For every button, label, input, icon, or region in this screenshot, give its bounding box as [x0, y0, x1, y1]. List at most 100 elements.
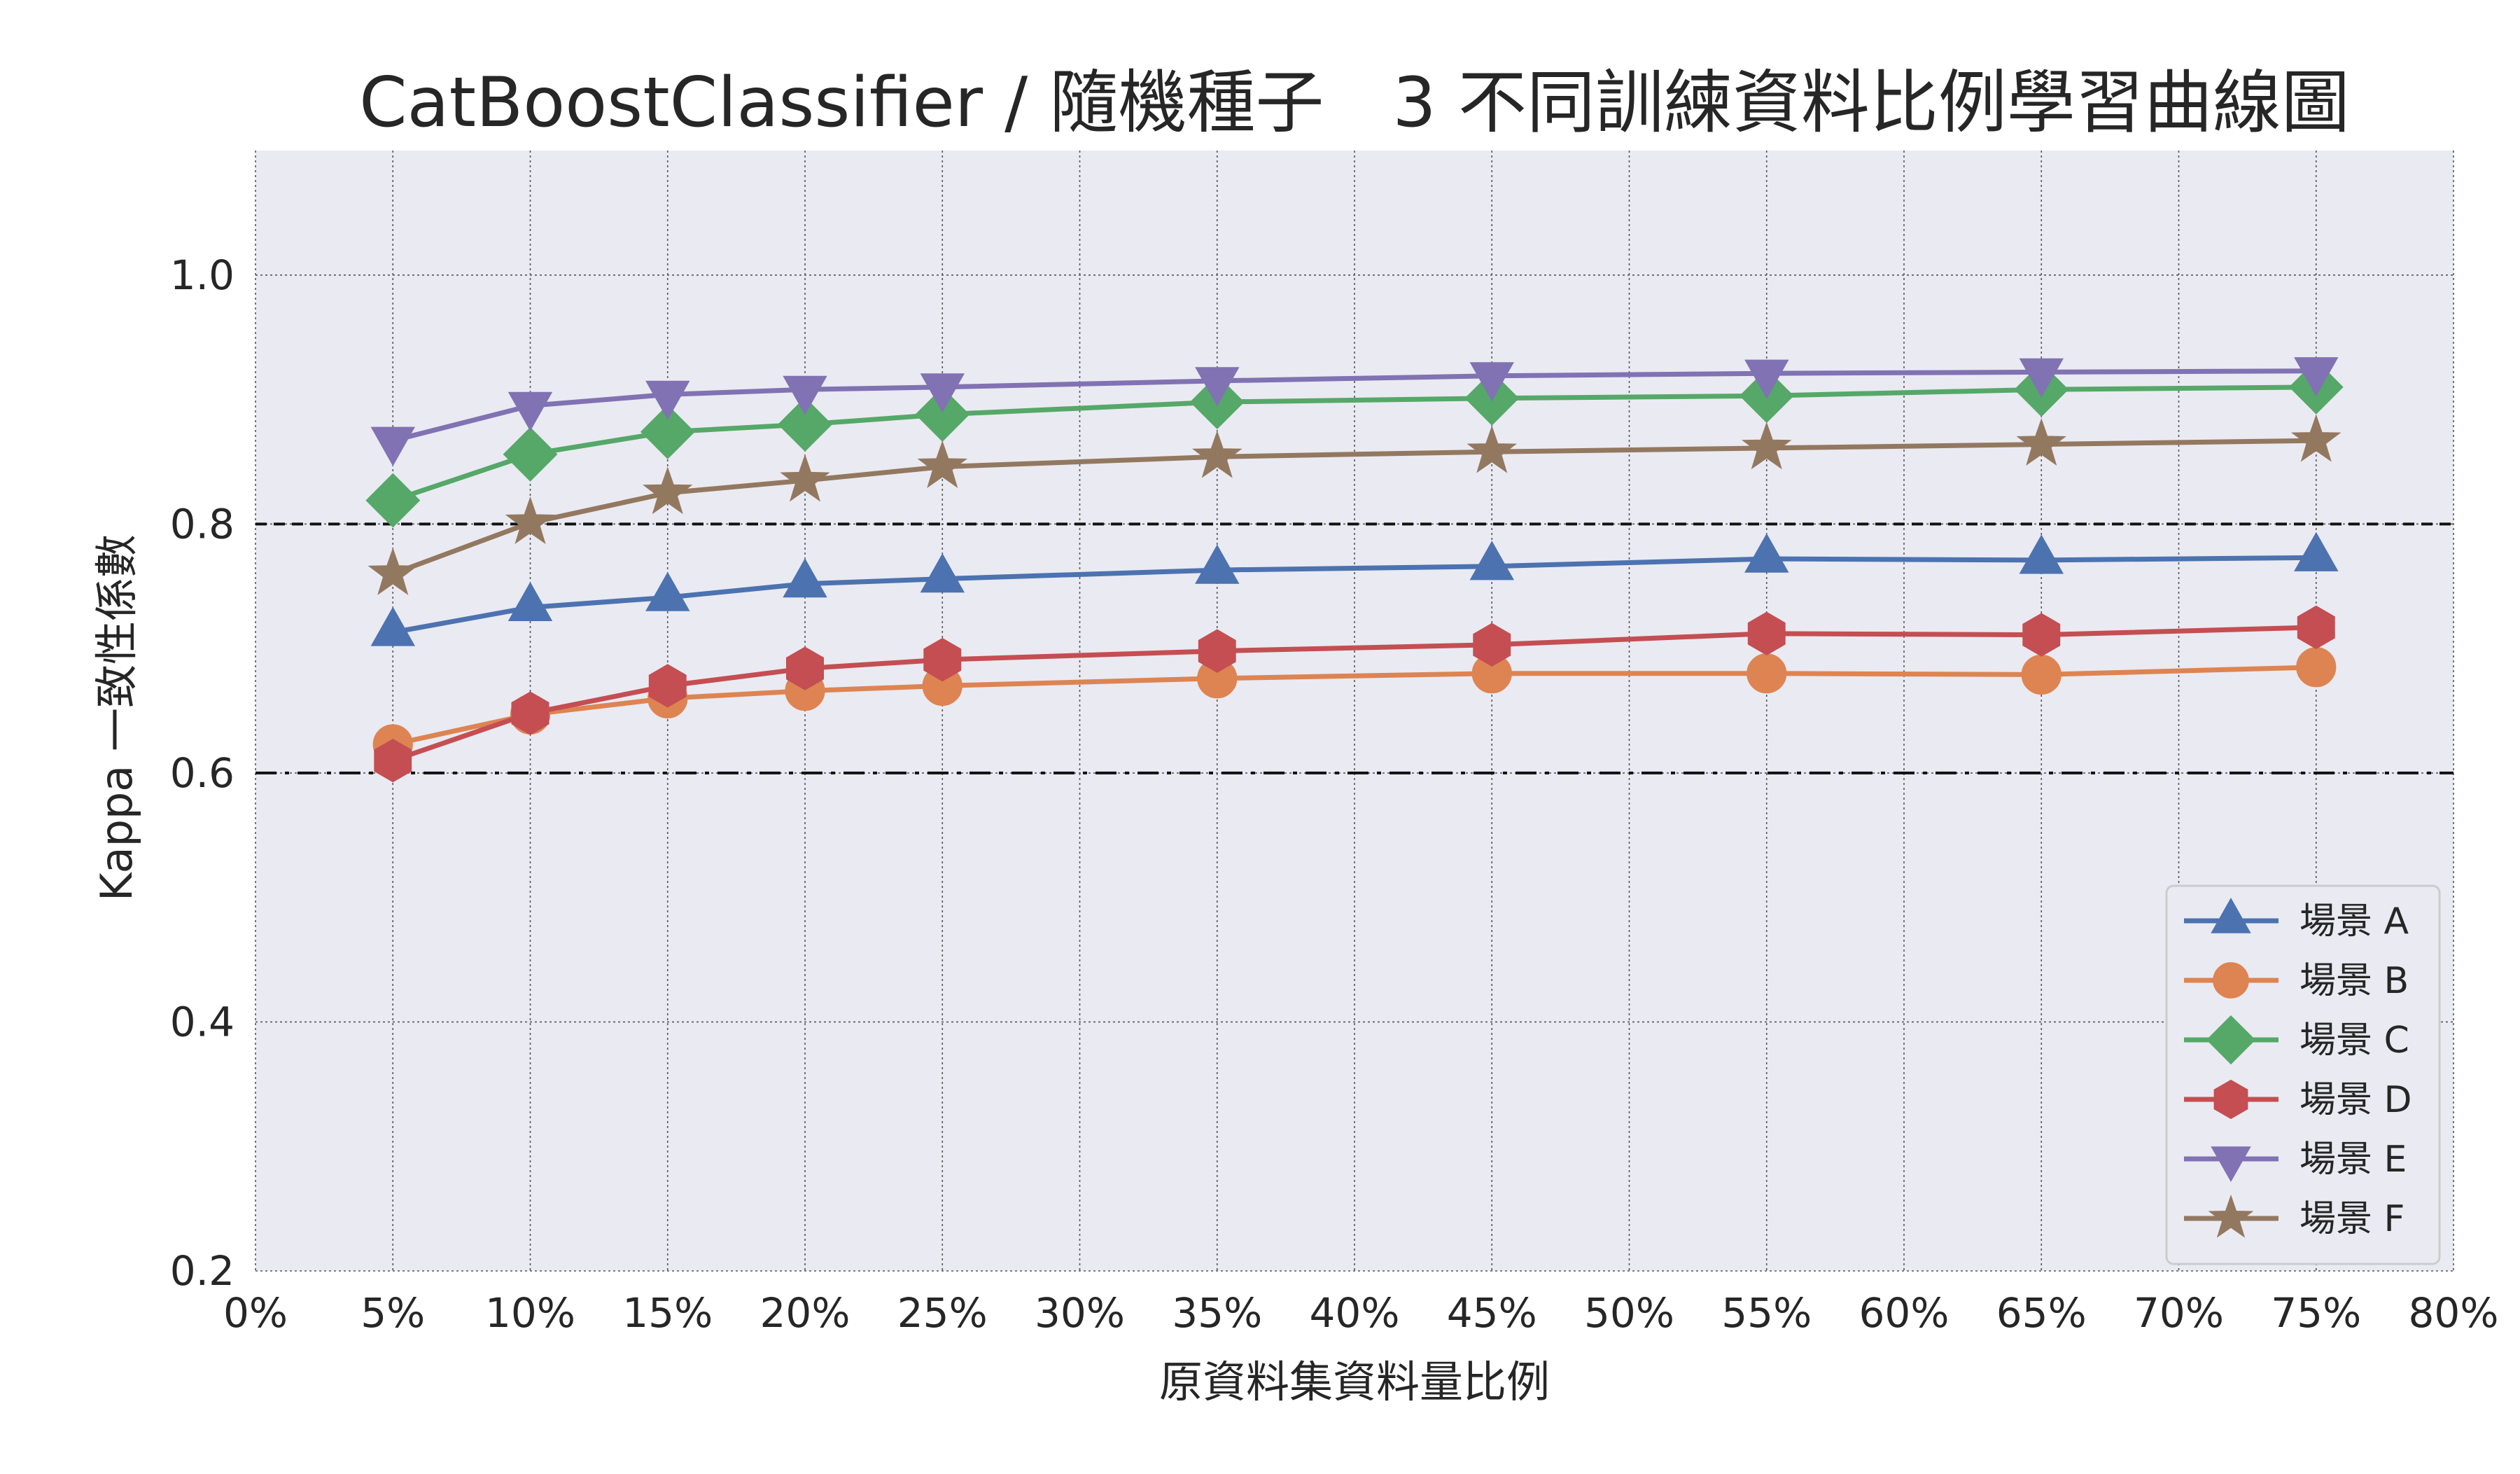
legend-label: 場景 D — [2300, 1079, 2412, 1121]
x-tick-label: 20% — [760, 1289, 850, 1337]
data-point — [2022, 613, 2061, 657]
legend-marker — [2206, 1015, 2256, 1065]
legend-marker — [2213, 1079, 2248, 1120]
data-point — [2021, 654, 2062, 695]
x-tick-label: 50% — [1584, 1289, 1674, 1337]
series-4 — [370, 357, 2339, 466]
x-tick-label: 15% — [622, 1289, 713, 1337]
data-point — [778, 397, 832, 452]
data-point — [505, 496, 556, 544]
series-layer — [365, 357, 2344, 783]
x-tick-label: 70% — [2134, 1289, 2224, 1337]
data-point — [920, 373, 965, 413]
data-point — [374, 738, 412, 783]
data-point — [783, 375, 827, 415]
data-point — [1198, 629, 1236, 673]
legend-label: 場景 A — [2300, 901, 2409, 943]
series-3 — [374, 605, 2335, 783]
data-point — [648, 664, 687, 708]
data-point — [2296, 647, 2337, 688]
tick-labels: 0% 5% 10% 15% 20% 25% 30% 35% 40% 45% 50% 55% 60% 65%… — [170, 251, 2499, 1337]
x-tick-label: 25% — [897, 1289, 988, 1337]
legend-label: 場景 C — [2300, 1020, 2409, 1062]
x-tick-label: 80% — [2409, 1289, 2499, 1337]
data-point — [640, 404, 695, 459]
data-point — [2294, 357, 2339, 397]
y-tick-label: 0.4 — [170, 998, 234, 1045]
series-0 — [370, 531, 2339, 646]
series-line — [390, 368, 2319, 443]
data-point — [370, 606, 416, 646]
x-tick-label: 35% — [1172, 1289, 1262, 1337]
data-point — [1191, 430, 1242, 478]
data-point — [507, 391, 553, 431]
data-point — [370, 426, 416, 466]
reference-lines — [255, 522, 2454, 774]
data-point — [645, 571, 690, 611]
y-tick-label: 1.0 — [170, 251, 234, 299]
data-point — [2294, 531, 2339, 571]
data-point — [511, 691, 550, 735]
y-tick-label: 0.8 — [170, 500, 234, 548]
data-point — [2019, 358, 2064, 398]
series-line — [390, 438, 2319, 576]
data-point — [1469, 362, 1515, 402]
legend-label: 場景 F — [2300, 1198, 2404, 1240]
chart-title: CatBoostClassifier / 隨機種子 3 不同訓練資料比例學習曲線… — [359, 63, 2350, 143]
data-point — [920, 553, 965, 593]
y-axis-label: Kappa 一致性係數 — [91, 534, 142, 901]
data-point — [1744, 533, 1789, 573]
x-tick-label: 0% — [223, 1289, 288, 1337]
data-point — [1746, 653, 1787, 694]
data-point — [917, 440, 968, 488]
data-point — [645, 380, 690, 420]
legend: 場景 A 場景 B 場景 C 場景 D 場景 E 場景 F — [2165, 884, 2441, 1265]
legend-marker — [2211, 897, 2251, 933]
data-point — [1744, 359, 1789, 399]
x-tick-label: 60% — [1859, 1289, 1949, 1337]
x-axis-label: 原資料集資料量比例 — [1159, 1356, 1550, 1407]
x-tick-label: 5% — [360, 1289, 425, 1337]
data-point — [643, 466, 693, 515]
data-point — [1195, 544, 1240, 584]
legend-marker — [2213, 962, 2249, 999]
x-tick-label: 30% — [1035, 1289, 1125, 1337]
data-point — [1469, 541, 1515, 580]
x-tick-label: 75% — [2271, 1289, 2361, 1337]
legend-marker — [2211, 1146, 2251, 1183]
data-point — [2019, 534, 2064, 574]
data-point — [1742, 422, 1792, 470]
data-point — [783, 558, 827, 598]
legend-label: 場景 B — [2300, 960, 2409, 1002]
data-point — [1195, 367, 1240, 407]
data-point — [503, 426, 558, 482]
x-tick-label: 45% — [1447, 1289, 1537, 1337]
data-point — [786, 646, 824, 690]
series-5 — [368, 414, 2342, 595]
x-tick-label: 65% — [1996, 1289, 2087, 1337]
x-tick-label: 55% — [1721, 1289, 1812, 1337]
legend-label: 場景 E — [2300, 1139, 2407, 1181]
series-line — [390, 665, 2319, 747]
data-point — [2297, 605, 2335, 650]
series-line — [390, 625, 2319, 763]
y-tick-label: 0.2 — [170, 1247, 234, 1295]
x-tick-label: 40% — [1310, 1289, 1400, 1337]
data-point — [2290, 414, 2342, 462]
x-tick-label: 10% — [485, 1289, 575, 1337]
legend-marker — [2208, 1194, 2254, 1238]
data-point — [2016, 418, 2067, 466]
data-point — [365, 473, 421, 528]
data-point — [1466, 425, 1518, 473]
data-point — [923, 637, 962, 682]
series-line — [390, 384, 2319, 503]
y-tick-label: 0.6 — [170, 749, 234, 797]
data-point — [368, 547, 419, 595]
series-line — [390, 555, 2319, 635]
data-point — [780, 454, 830, 502]
data-point — [1473, 623, 1511, 667]
data-point — [507, 581, 553, 621]
data-point — [1747, 611, 1786, 655]
